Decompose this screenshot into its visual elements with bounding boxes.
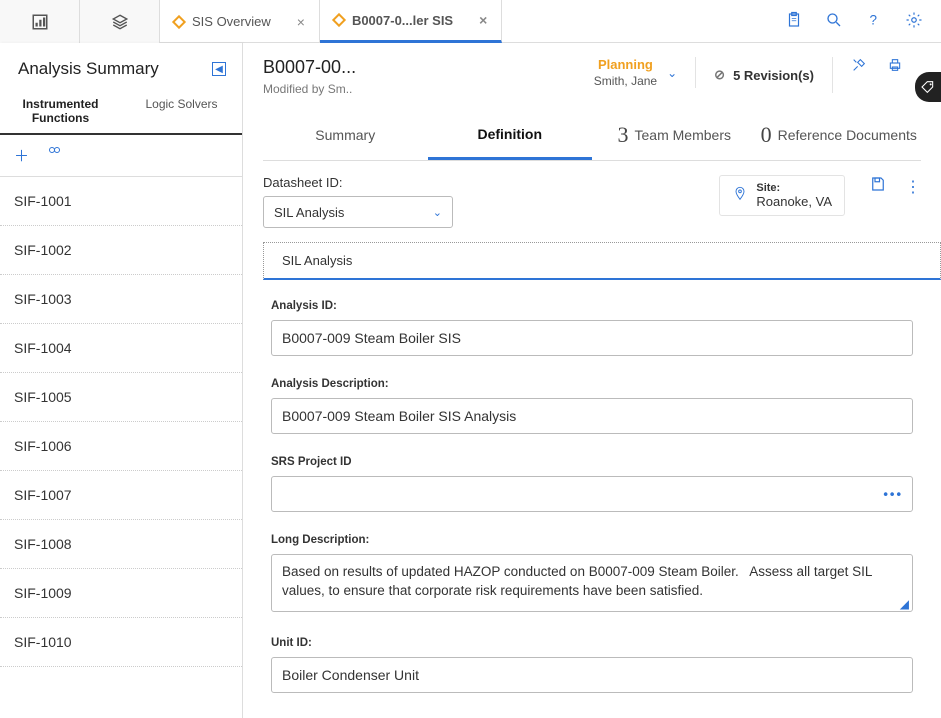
srs-input[interactable] xyxy=(271,476,913,512)
list-item[interactable]: SIF-1009 xyxy=(0,569,242,618)
app-icon-layers[interactable] xyxy=(80,0,160,43)
list-item[interactable]: SIF-1005 xyxy=(0,373,242,422)
datasheet-label: Datasheet ID: xyxy=(263,175,453,190)
analysis-desc-label: Analysis Description: xyxy=(271,378,913,390)
modified-by: Modified by Sm.. xyxy=(263,82,356,96)
app-icon-chart[interactable] xyxy=(0,0,80,43)
list-item[interactable]: SIF-1010 xyxy=(0,618,242,667)
list-item[interactable]: SIF-1006 xyxy=(0,422,242,471)
unit-input[interactable] xyxy=(271,657,913,693)
tag-icon xyxy=(920,79,936,95)
list-item[interactable]: SIF-1004 xyxy=(0,324,242,373)
unit-label: Unit ID: xyxy=(271,637,913,649)
subtab-reference[interactable]: 0 Reference Documents xyxy=(757,110,922,160)
site-value: Roanoke, VA xyxy=(756,194,832,209)
srs-label: SRS Project ID xyxy=(271,456,913,468)
ref-count: 0 xyxy=(761,122,772,148)
search-icon[interactable] xyxy=(825,11,843,32)
save-icon[interactable] xyxy=(869,175,887,198)
diamond-icon xyxy=(172,14,186,28)
gear-icon[interactable] xyxy=(905,11,923,32)
sil-analysis-tab[interactable]: SIL Analysis xyxy=(263,242,941,280)
diamond-icon xyxy=(332,13,346,27)
subtab-definition[interactable]: Definition xyxy=(428,110,593,160)
content: B0007-00... Modified by Sm.. Planning Sm… xyxy=(243,43,941,718)
list-item[interactable]: SIF-1007 xyxy=(0,471,242,520)
close-icon[interactable]: × xyxy=(297,14,305,30)
list-item[interactable]: SIF-1003 xyxy=(0,275,242,324)
revisions-text: 5 Revision(s) xyxy=(733,68,814,83)
topbar-actions: ? xyxy=(767,0,941,42)
srs-lookup-icon[interactable]: ••• xyxy=(883,487,903,502)
drawer-toggle[interactable] xyxy=(915,72,941,102)
chevron-down-icon: ⌄ xyxy=(667,66,677,80)
ref-label: Reference Documents xyxy=(778,127,917,143)
form: Analysis ID: Analysis Description: SRS P… xyxy=(243,280,941,718)
revisions-link[interactable]: ⊘ 5 Revision(s) xyxy=(696,57,833,93)
analysis-desc-input[interactable] xyxy=(271,398,913,434)
top-bar: SIS Overview × B0007-0...ler SIS × ? xyxy=(0,0,941,43)
team-label: Team Members xyxy=(635,127,731,143)
sidebar-tab-logic-solvers[interactable]: Logic Solvers xyxy=(121,91,242,133)
help-icon[interactable]: ? xyxy=(865,11,883,32)
team-count: 3 xyxy=(618,122,629,148)
print-icon[interactable] xyxy=(887,57,903,76)
revision-icon: ⊘ xyxy=(714,67,725,83)
tab-label: B0007-0...ler SIS xyxy=(352,13,453,28)
location-icon xyxy=(732,186,748,205)
analysis-id-input[interactable] xyxy=(271,320,913,356)
add-button[interactable]: ＋ xyxy=(14,145,29,166)
page-title: B0007-00... xyxy=(263,57,356,78)
layers-icon xyxy=(111,13,129,31)
planning-name: Smith, Jane xyxy=(594,74,657,88)
clipboard-icon[interactable] xyxy=(785,11,803,32)
site-label: Site: xyxy=(756,182,832,194)
analysis-id-label: Analysis ID: xyxy=(271,300,913,312)
list-item[interactable]: SIF-1008 xyxy=(0,520,242,569)
sif-list: SIF-1001 SIF-1002 SIF-1003 SIF-1004 SIF-… xyxy=(0,177,242,718)
long-desc-label: Long Description: xyxy=(271,534,913,546)
long-desc-textarea[interactable] xyxy=(271,554,913,612)
chevron-down-icon: ⌄ xyxy=(433,206,442,219)
sidebar-title: Analysis Summary xyxy=(18,59,159,79)
tab-label: SIS Overview xyxy=(192,14,271,29)
subtab-summary[interactable]: Summary xyxy=(263,110,428,160)
datasheet-select[interactable]: SIL Analysis ⌄ xyxy=(263,196,453,228)
tools-icon[interactable] xyxy=(851,57,867,76)
collapse-sidebar-button[interactable]: ◀ xyxy=(212,62,226,76)
svg-text:?: ? xyxy=(870,12,878,27)
sidebar: Analysis Summary ◀ Instrumented Function… xyxy=(0,43,243,718)
tab-boiler-sis[interactable]: B0007-0...ler SIS × xyxy=(320,0,502,43)
resize-handle-icon[interactable]: ◢ xyxy=(900,597,909,611)
datasheet-value: SIL Analysis xyxy=(274,205,344,220)
list-item[interactable]: SIF-1002 xyxy=(0,226,242,275)
planning-dropdown[interactable]: Planning Smith, Jane ⌄ xyxy=(576,57,696,88)
close-icon[interactable]: × xyxy=(479,12,487,28)
more-icon[interactable]: ⋮ xyxy=(905,177,921,197)
list-item[interactable]: SIF-1001 xyxy=(0,177,242,226)
tab-sis-overview[interactable]: SIS Overview × xyxy=(160,0,320,43)
filter-button[interactable] xyxy=(47,145,62,166)
bar-chart-icon xyxy=(31,13,49,31)
sub-tabs: Summary Definition 3 Team Members 0 Refe… xyxy=(263,110,921,161)
site-box[interactable]: Site: Roanoke, VA xyxy=(719,175,845,216)
subtab-team[interactable]: 3 Team Members xyxy=(592,110,757,160)
planning-label: Planning xyxy=(598,57,653,72)
sidebar-tab-instrumented[interactable]: Instrumented Functions xyxy=(0,91,121,133)
